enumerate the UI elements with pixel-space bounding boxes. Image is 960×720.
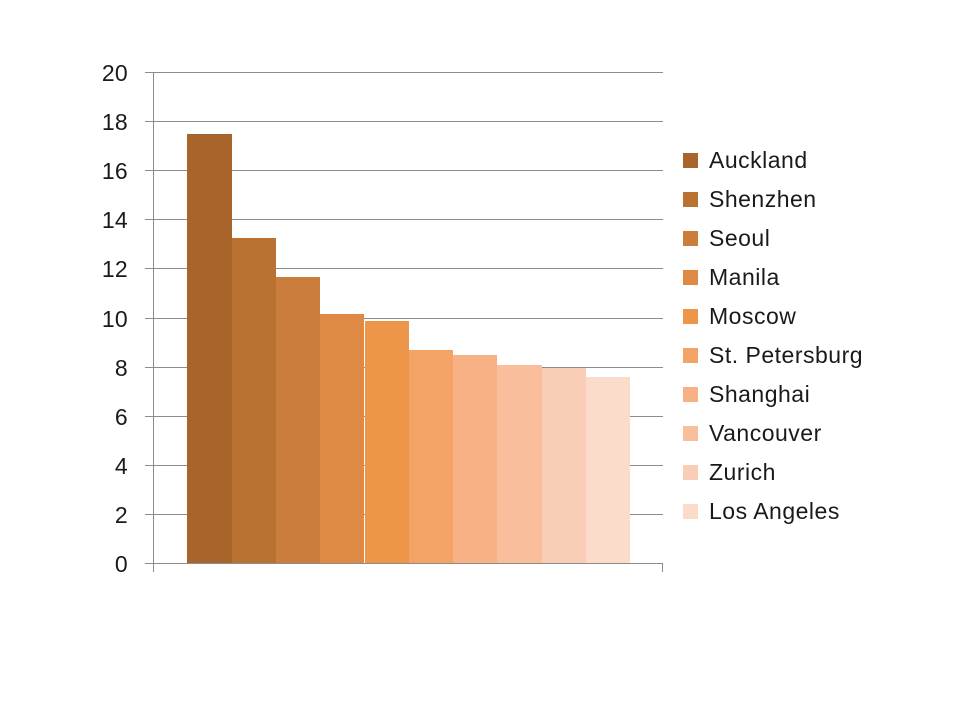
bar-moscow — [364, 320, 409, 564]
y-tick-4 — [145, 464, 153, 466]
legend-swatch-vancouver — [683, 425, 698, 441]
legend-label: Shenzhen — [709, 185, 817, 212]
y-tick-2 — [145, 513, 153, 515]
y-axis-label-2: 2 — [114, 501, 128, 528]
gridline-10 — [153, 317, 663, 319]
y-tick-18 — [145, 121, 153, 123]
legend-label: Vancouver — [709, 419, 822, 446]
legend-swatch-manila — [683, 269, 698, 285]
y-axis-label-16: 16 — [101, 158, 128, 185]
y-axis-label-0: 0 — [114, 551, 128, 577]
legend-label: Seoul — [709, 224, 771, 251]
gridline-18 — [153, 121, 663, 123]
legend-item-moscow: Moscow — [683, 297, 796, 336]
y-axis-label-10: 10 — [101, 305, 128, 332]
y-axis-label-14: 14 — [101, 207, 128, 234]
legend-item-st-petersburg: St. Petersburg — [683, 336, 863, 375]
gridline-14 — [153, 219, 663, 221]
bar-shenzhen — [231, 237, 276, 564]
legend-swatch-auckland — [683, 152, 698, 168]
legend-item-zurich: Zurich — [683, 453, 776, 492]
gridline-20 — [153, 72, 663, 73]
y-tick-12 — [145, 268, 153, 270]
legend-item-manila: Manila — [683, 258, 780, 297]
legend-swatch-zurich — [683, 464, 698, 480]
y-tick-10 — [145, 317, 153, 319]
bar-auckland — [187, 134, 232, 564]
y-axis-label-6: 6 — [114, 403, 128, 430]
legend-swatch-shenzhen — [683, 191, 698, 207]
y-tick-20 — [145, 72, 153, 73]
legend-item-shanghai: Shanghai — [683, 375, 810, 414]
legend-swatch-los-angeles — [683, 503, 698, 519]
gridline-12 — [153, 268, 663, 270]
x-axis-line — [153, 563, 663, 564]
bar-zurich — [541, 367, 586, 564]
gridline-16 — [153, 170, 663, 172]
legend-item-seoul: Seoul — [683, 219, 770, 258]
legend-item-auckland: Auckland — [683, 141, 808, 180]
y-tick-0 — [145, 563, 153, 564]
plot-area — [145, 72, 663, 572]
y-tick-6 — [145, 415, 153, 417]
bar-shanghai — [453, 355, 498, 564]
legend-label: Manila — [709, 263, 780, 290]
y-axis-label-20: 20 — [101, 60, 128, 86]
bar-seoul — [275, 276, 321, 564]
legend-item-los-angeles: Los Angeles — [683, 492, 840, 531]
y-tick-16 — [145, 170, 153, 172]
legend-swatch-st-petersburg — [683, 347, 698, 363]
legend-swatch-moscow — [683, 308, 698, 324]
y-axis-label-12: 12 — [101, 256, 128, 283]
bar-vancouver — [497, 365, 542, 564]
legend-label: Moscow — [709, 302, 797, 329]
bar-manila — [320, 313, 365, 564]
bar-los-angeles — [586, 377, 631, 564]
y-tick-14 — [145, 219, 153, 221]
legend-label: Los Angeles — [709, 497, 840, 524]
legend-label: Auckland — [709, 146, 808, 173]
legend-swatch-seoul — [683, 230, 698, 246]
bar-st-petersburg — [408, 350, 454, 564]
y-tick-8 — [145, 366, 153, 368]
legend-item-shenzhen: Shenzhen — [683, 180, 817, 219]
y-axis-label-8: 8 — [114, 354, 128, 381]
legend-label: Shanghai — [709, 380, 811, 407]
y-axis-label-4: 4 — [114, 452, 128, 479]
y-axis-label-18: 18 — [101, 109, 128, 136]
legend-item-vancouver: Vancouver — [683, 414, 822, 453]
y-axis-line — [153, 73, 154, 572]
legend-label: Zurich — [709, 458, 776, 485]
legend-swatch-shanghai — [683, 386, 698, 402]
x-axis-end-tick — [662, 564, 663, 572]
legend-label: St. Petersburg — [709, 341, 864, 368]
